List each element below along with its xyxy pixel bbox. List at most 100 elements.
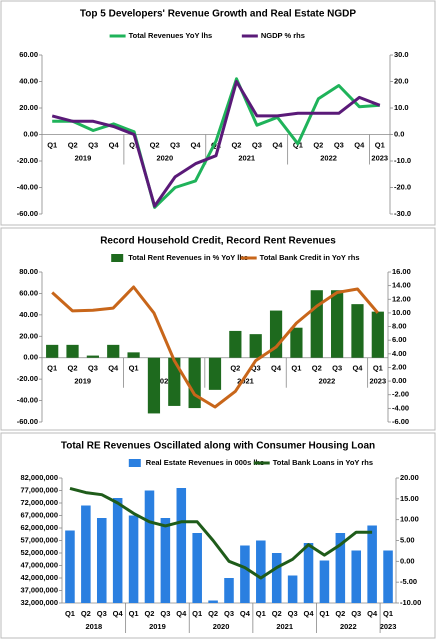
y2-tick-label: 14.00 — [392, 281, 411, 290]
bar — [144, 490, 155, 603]
x-tick-label: Q2 — [144, 609, 154, 618]
x-tick-label: Q2 — [335, 609, 345, 618]
bar — [229, 330, 242, 358]
year-label: 2021 — [276, 622, 293, 631]
year-label: 2018 — [85, 622, 102, 631]
x-tick-label: Q2 — [81, 609, 91, 618]
y-tick-label: 32,000,000 — [20, 598, 58, 607]
y2-tick-label: -2.00 — [392, 390, 409, 399]
chart-title: Record Household Credit, Record Rent Rev… — [100, 236, 336, 247]
x-tick-label: Q3 — [351, 609, 361, 618]
bar — [208, 600, 218, 603]
x-tick-label: Q3 — [288, 609, 298, 618]
bar — [383, 550, 393, 603]
year-label: 2021 — [238, 153, 255, 162]
x-tick-label: Q3 — [224, 609, 234, 618]
y-tick-label: -60.00 — [17, 417, 38, 426]
y-tick-label: 0.00 — [23, 353, 38, 362]
x-tick-label: Q2 — [231, 140, 241, 149]
x-tick-label: Q1 — [256, 609, 266, 618]
series-line — [52, 77, 380, 209]
y-tick-label: 47,000,000 — [20, 560, 58, 569]
y2-tick-label: 20.00 — [400, 473, 419, 482]
bar — [208, 357, 222, 390]
y-tick-label: 60.00 — [19, 50, 38, 59]
bar — [310, 290, 323, 358]
bar — [65, 530, 75, 603]
y-tick-label: 0.00 — [23, 129, 38, 138]
bar — [303, 543, 314, 603]
x-tick-label: Q1 — [192, 609, 202, 618]
y-tick-label: -40.00 — [17, 396, 38, 405]
y2-tick-label: 6.00 — [392, 335, 407, 344]
x-tick-label: Q1 — [319, 609, 329, 618]
panel-border — [0, 0, 436, 226]
series-line — [69, 486, 373, 580]
bar — [107, 344, 120, 358]
year-label: 2020 — [213, 622, 230, 631]
bar — [128, 515, 139, 603]
y-tick-label: -20.00 — [17, 156, 38, 165]
y2-tick-label: -4.00 — [392, 403, 409, 412]
y-tick-label: 40.00 — [19, 76, 38, 85]
y2-tick-label: 10.0 — [394, 103, 409, 112]
x-tick-label: Q2 — [272, 609, 282, 618]
legend-label: Total Revenues YoY lhs — [129, 31, 213, 40]
x-tick-label: Q1 — [47, 140, 57, 149]
year-label: 2022 — [320, 153, 337, 162]
legend-swatch — [111, 254, 124, 262]
y-tick-label: -60.00 — [17, 209, 38, 218]
x-tick-label: Q3 — [97, 609, 107, 618]
y2-tick-label: -10.00 — [400, 598, 421, 607]
y2-tick-label: -10.0 — [394, 156, 411, 165]
x-tick-label: Q1 — [129, 364, 139, 373]
x-tick-label: Q4 — [367, 609, 378, 618]
y-tick-label: 62,000,000 — [20, 523, 58, 532]
x-tick-label: Q4 — [271, 364, 282, 373]
chart-title: Total RE Revenues Oscillated along with … — [61, 441, 375, 452]
x-tick-label: Q2 — [68, 140, 78, 149]
bar — [271, 553, 282, 603]
x-tick-label: Q1 — [375, 140, 385, 149]
x-tick-label: Q2 — [150, 140, 160, 149]
bar — [351, 550, 362, 603]
x-tick-label: Q4 — [354, 140, 365, 149]
y-tick-label: 37,000,000 — [20, 585, 58, 594]
bar — [81, 505, 91, 603]
bar — [335, 533, 346, 603]
bar — [319, 560, 330, 603]
x-tick-label: Q4 — [113, 609, 124, 618]
y2-tick-label: -20.0 — [394, 182, 411, 191]
legend-label: Total Bank Loans in YoY rhs — [273, 458, 373, 467]
bar — [160, 518, 171, 603]
panel-border — [0, 227, 436, 431]
x-tick-label: Q1 — [47, 364, 57, 373]
y2-tick-label: 0.00 — [400, 556, 415, 565]
year-label: 2021 — [237, 377, 254, 386]
y-tick-label: 20.00 — [19, 331, 38, 340]
bar — [367, 525, 377, 603]
y2-tick-label: 12.00 — [392, 294, 411, 303]
y-tick-label: 52,000,000 — [20, 548, 58, 557]
y2-tick-label: 4.00 — [392, 349, 407, 358]
year-label: 2020 — [156, 153, 173, 162]
bar — [351, 304, 364, 358]
y-tick-label: -40.00 — [17, 182, 38, 191]
x-tick-label: Q4 — [191, 140, 202, 149]
bar — [66, 344, 79, 358]
y2-tick-label: -5.00 — [400, 577, 417, 586]
x-tick-label: Q2 — [312, 364, 322, 373]
y-tick-label: 57,000,000 — [20, 535, 58, 544]
x-tick-label: Q3 — [334, 140, 344, 149]
y-tick-label: 40.00 — [19, 310, 38, 319]
x-tick-label: Q2 — [208, 609, 218, 618]
y2-tick-label: 30.0 — [394, 50, 409, 59]
x-tick-label: Q2 — [68, 364, 78, 373]
bar — [371, 311, 384, 358]
bar — [176, 488, 187, 603]
bar — [290, 327, 303, 358]
y-tick-label: 60.00 — [19, 288, 38, 297]
x-tick-label: Q1 — [129, 140, 139, 149]
x-tick-label: Q1 — [211, 140, 221, 149]
year-label: 2019 — [75, 153, 92, 162]
